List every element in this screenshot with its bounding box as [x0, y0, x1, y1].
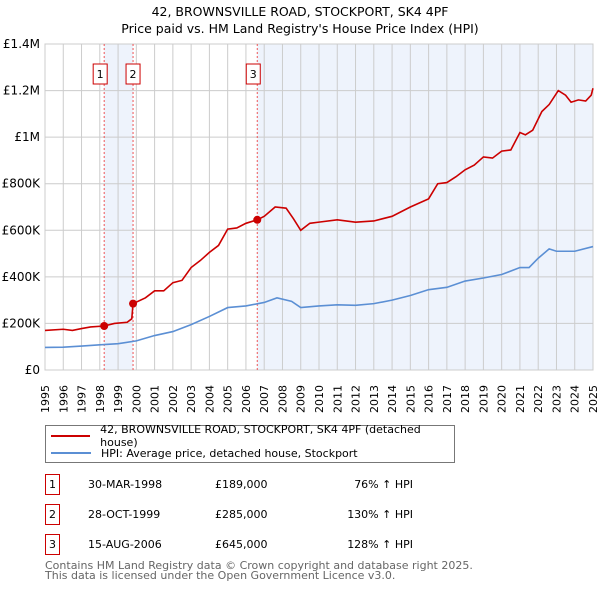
sale-marker-box: [125, 63, 141, 85]
sale-date: 15-AUG-2006: [88, 538, 162, 551]
sale-hpi-change: 130% ↑ HPI: [347, 508, 413, 521]
y-tick-label: £1.4M: [3, 37, 40, 51]
x-tick-label: 2015: [404, 385, 417, 413]
chart-title: 42, BROWNSVILLE ROAD, STOCKPORT, SK4 4PF: [151, 4, 449, 19]
sale-number-badge: 3: [45, 534, 60, 555]
x-tick-label: 2021: [514, 385, 527, 413]
y-tick-label: £0: [25, 363, 40, 377]
legend: 42, BROWNSVILLE ROAD, STOCKPORT, SK4 4PF…: [45, 423, 455, 463]
y-tick-label: £600K: [2, 223, 42, 237]
sale-price: £189,000: [215, 478, 268, 491]
sale-point: [253, 215, 262, 224]
sale-marker-label: 1: [97, 68, 104, 81]
x-tick-label: 2001: [149, 385, 162, 413]
x-tick-label: 1999: [112, 385, 125, 413]
plot-area: 1995 1996 1997 1998 1999 2000 2001 2002 2003 2004…: [2, 37, 600, 413]
y-tick-label: £400K: [2, 270, 42, 284]
legend-item-property: 42, BROWNSVILLE ROAD, STOCKPORT, SK4 4PF…: [46, 423, 454, 449]
shaded-period-2: [257, 44, 593, 370]
x-tick-label: 1996: [57, 385, 70, 413]
y-tick-label: £1M: [14, 130, 40, 144]
x-tick-label: 2012: [350, 385, 363, 413]
footer-line-2: This data is licensed under the Open Gov…: [45, 569, 396, 582]
sale-marker-box: [245, 63, 261, 85]
y-tick-label: £800K: [2, 177, 42, 191]
y-tick-label: £1.2M: [3, 84, 40, 98]
legend-item-hpi: HPI: Average price, detached house, Stoc…: [46, 445, 358, 461]
x-tick-label: 2022: [532, 385, 545, 413]
footer-line-1: Contains HM Land Registry data © Crown c…: [45, 559, 473, 572]
sale-date: 28-OCT-1999: [88, 508, 161, 521]
sale-hpi-change: 128% ↑ HPI: [347, 538, 413, 551]
x-tick-label: 2000: [130, 385, 143, 413]
sale-number-badge: 2: [45, 504, 60, 525]
x-tick-label: 2013: [368, 385, 381, 413]
x-tick-label: 2011: [331, 385, 344, 413]
y-tick-label: £200K: [2, 316, 42, 330]
sale-marker-label: 3: [250, 68, 257, 81]
x-tick-label: 1998: [94, 385, 107, 413]
x-tick-label: 2023: [550, 385, 563, 413]
x-tick-label: 1997: [76, 385, 89, 413]
sale-marker-label: 2: [130, 68, 137, 81]
legend-swatch-blue: [51, 452, 91, 454]
series-line-hpi: [44, 245, 594, 349]
x-tick-label: 2009: [295, 385, 308, 413]
chart-subtitle: Price paid vs. HM Land Registry's House …: [121, 21, 479, 36]
sale-number-badge: 1: [45, 474, 60, 495]
sale-point: [129, 299, 138, 308]
footer: Contains HM Land Registry data © Crown c…: [45, 559, 473, 582]
shaded-period-1: [104, 44, 134, 370]
sale-price: £285,000: [215, 508, 268, 521]
x-tick-label: 2017: [441, 385, 454, 413]
x-tick-label: 2010: [313, 385, 326, 413]
x-tick-label: 2003: [185, 385, 198, 413]
x-tick-label: 2004: [203, 385, 216, 413]
sale-marker-box: [92, 63, 108, 85]
sale-hpi-change: 76% ↑ HPI: [354, 478, 413, 491]
x-tick-label: 2007: [258, 385, 271, 413]
x-tick-label: 2020: [496, 385, 509, 413]
x-tick-label: 2018: [459, 385, 472, 413]
x-tick-label: 2025: [587, 385, 600, 413]
x-tick-label: 2002: [167, 385, 180, 413]
x-tick-label: 2005: [222, 385, 235, 413]
legend-label: HPI: Average price, detached house, Stoc…: [101, 446, 358, 460]
x-tick-label: 2024: [569, 385, 582, 413]
sale-point: [100, 321, 109, 330]
x-tick-label: 2019: [477, 385, 490, 413]
plot-border: [44, 43, 594, 371]
sale-date: 30-MAR-1998: [88, 478, 163, 491]
x-tick-label: 2006: [240, 385, 253, 413]
sale-price: £645,000: [215, 538, 268, 551]
series-line-property: [44, 88, 594, 332]
x-tick-label: 1995: [39, 385, 52, 413]
x-tick-label: 2008: [276, 385, 289, 413]
legend-label: 42, BROWNSVILLE ROAD, STOCKPORT, SK4 4PF…: [100, 423, 421, 449]
x-tick-label: 2016: [423, 385, 436, 413]
x-tick-label: 2014: [386, 385, 399, 413]
legend-swatch-red: [51, 435, 91, 437]
